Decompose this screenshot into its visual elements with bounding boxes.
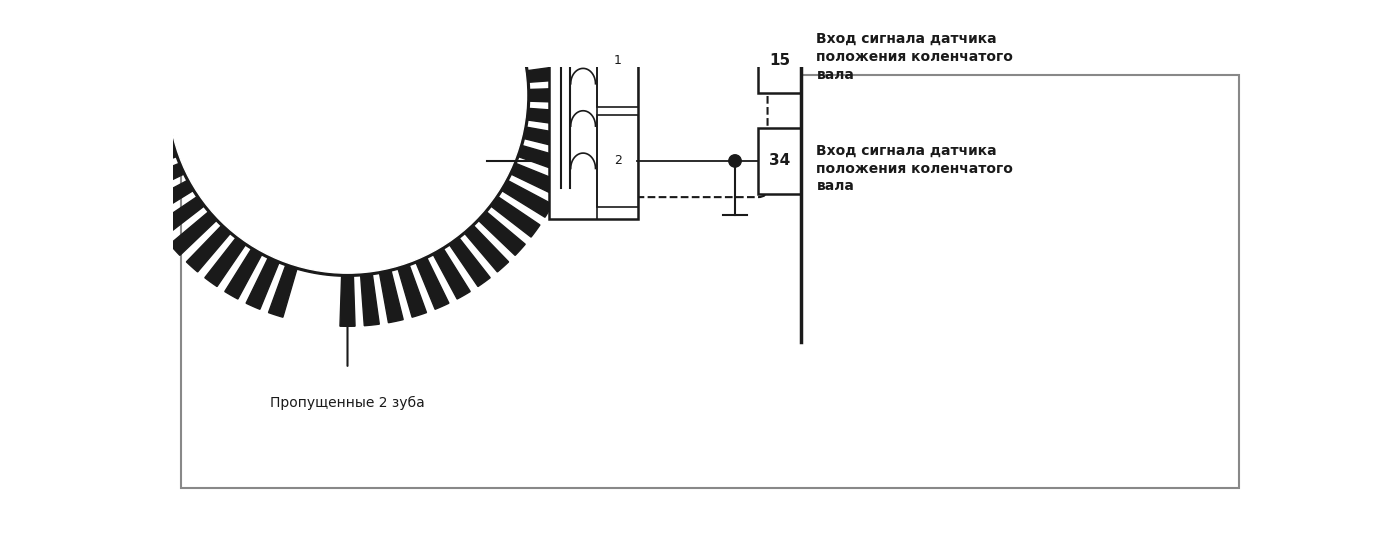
Bar xyxy=(758,28,801,93)
Bar xyxy=(597,14,638,107)
Text: Вход сигнала датчика
положения коленчатого
вала: Вход сигнала датчика положения коленчато… xyxy=(816,144,1014,193)
Polygon shape xyxy=(115,0,580,326)
Text: 2: 2 xyxy=(614,154,622,168)
Text: 15: 15 xyxy=(769,53,789,68)
Bar xyxy=(597,115,638,207)
Text: 1: 1 xyxy=(614,54,622,67)
Circle shape xyxy=(169,0,526,273)
Bar xyxy=(548,3,638,218)
Text: Пропущенные 2 зуба: Пропущенные 2 зуба xyxy=(270,395,425,410)
FancyBboxPatch shape xyxy=(627,25,767,197)
Text: 34: 34 xyxy=(769,153,791,168)
Circle shape xyxy=(729,155,741,167)
Bar xyxy=(758,128,801,194)
Text: Вход сигнала датчика
положения коленчатого
вала: Вход сигнала датчика положения коленчато… xyxy=(816,32,1014,81)
